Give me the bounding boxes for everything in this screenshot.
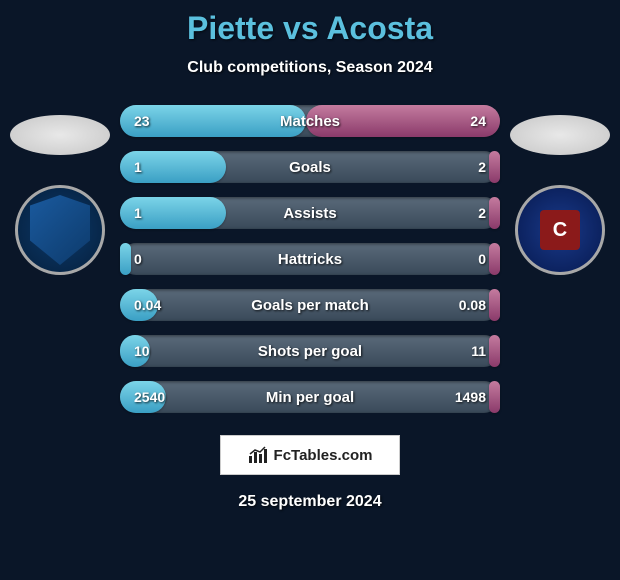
stats-bars: 2324Matches 12Goals 12Assists 00Hattricks 0.… xyxy=(120,105,500,413)
stat-label: Goals per match xyxy=(120,297,500,314)
chart-icon xyxy=(248,446,268,464)
brand-logo: FcTables.com xyxy=(220,435,400,475)
player-silhouette-left xyxy=(10,115,110,155)
stat-row: 12Assists xyxy=(120,197,500,229)
brand-text: FcTables.com xyxy=(274,447,373,464)
stat-row: 12Goals xyxy=(120,151,500,183)
stat-label: Goals xyxy=(120,159,500,176)
stat-label: Min per goal xyxy=(120,389,500,406)
player-silhouette-right xyxy=(510,115,610,155)
stat-label: Shots per goal xyxy=(120,343,500,360)
left-player-col xyxy=(0,105,120,275)
team-badge-right xyxy=(515,185,605,275)
stats-area: 2324Matches 12Goals 12Assists 00Hattricks 0.… xyxy=(0,105,620,413)
stat-row: 2324Matches xyxy=(120,105,500,137)
stat-row: 1011Shots per goal xyxy=(120,335,500,367)
right-player-col xyxy=(500,105,620,275)
team-badge-left xyxy=(15,185,105,275)
stat-row: 25401498Min per goal xyxy=(120,381,500,413)
stat-label: Hattricks xyxy=(120,251,500,268)
comparison-infographic: Piette vs Acosta Club competitions, Seas… xyxy=(0,0,620,580)
page-subtitle: Club competitions, Season 2024 xyxy=(187,59,432,77)
page-title: Piette vs Acosta xyxy=(187,10,433,47)
stat-row: 0.040.08Goals per match xyxy=(120,289,500,321)
date-text: 25 september 2024 xyxy=(238,493,381,511)
stat-row: 00Hattricks xyxy=(120,243,500,275)
stat-label: Assists xyxy=(120,205,500,222)
stat-label: Matches xyxy=(120,113,500,130)
